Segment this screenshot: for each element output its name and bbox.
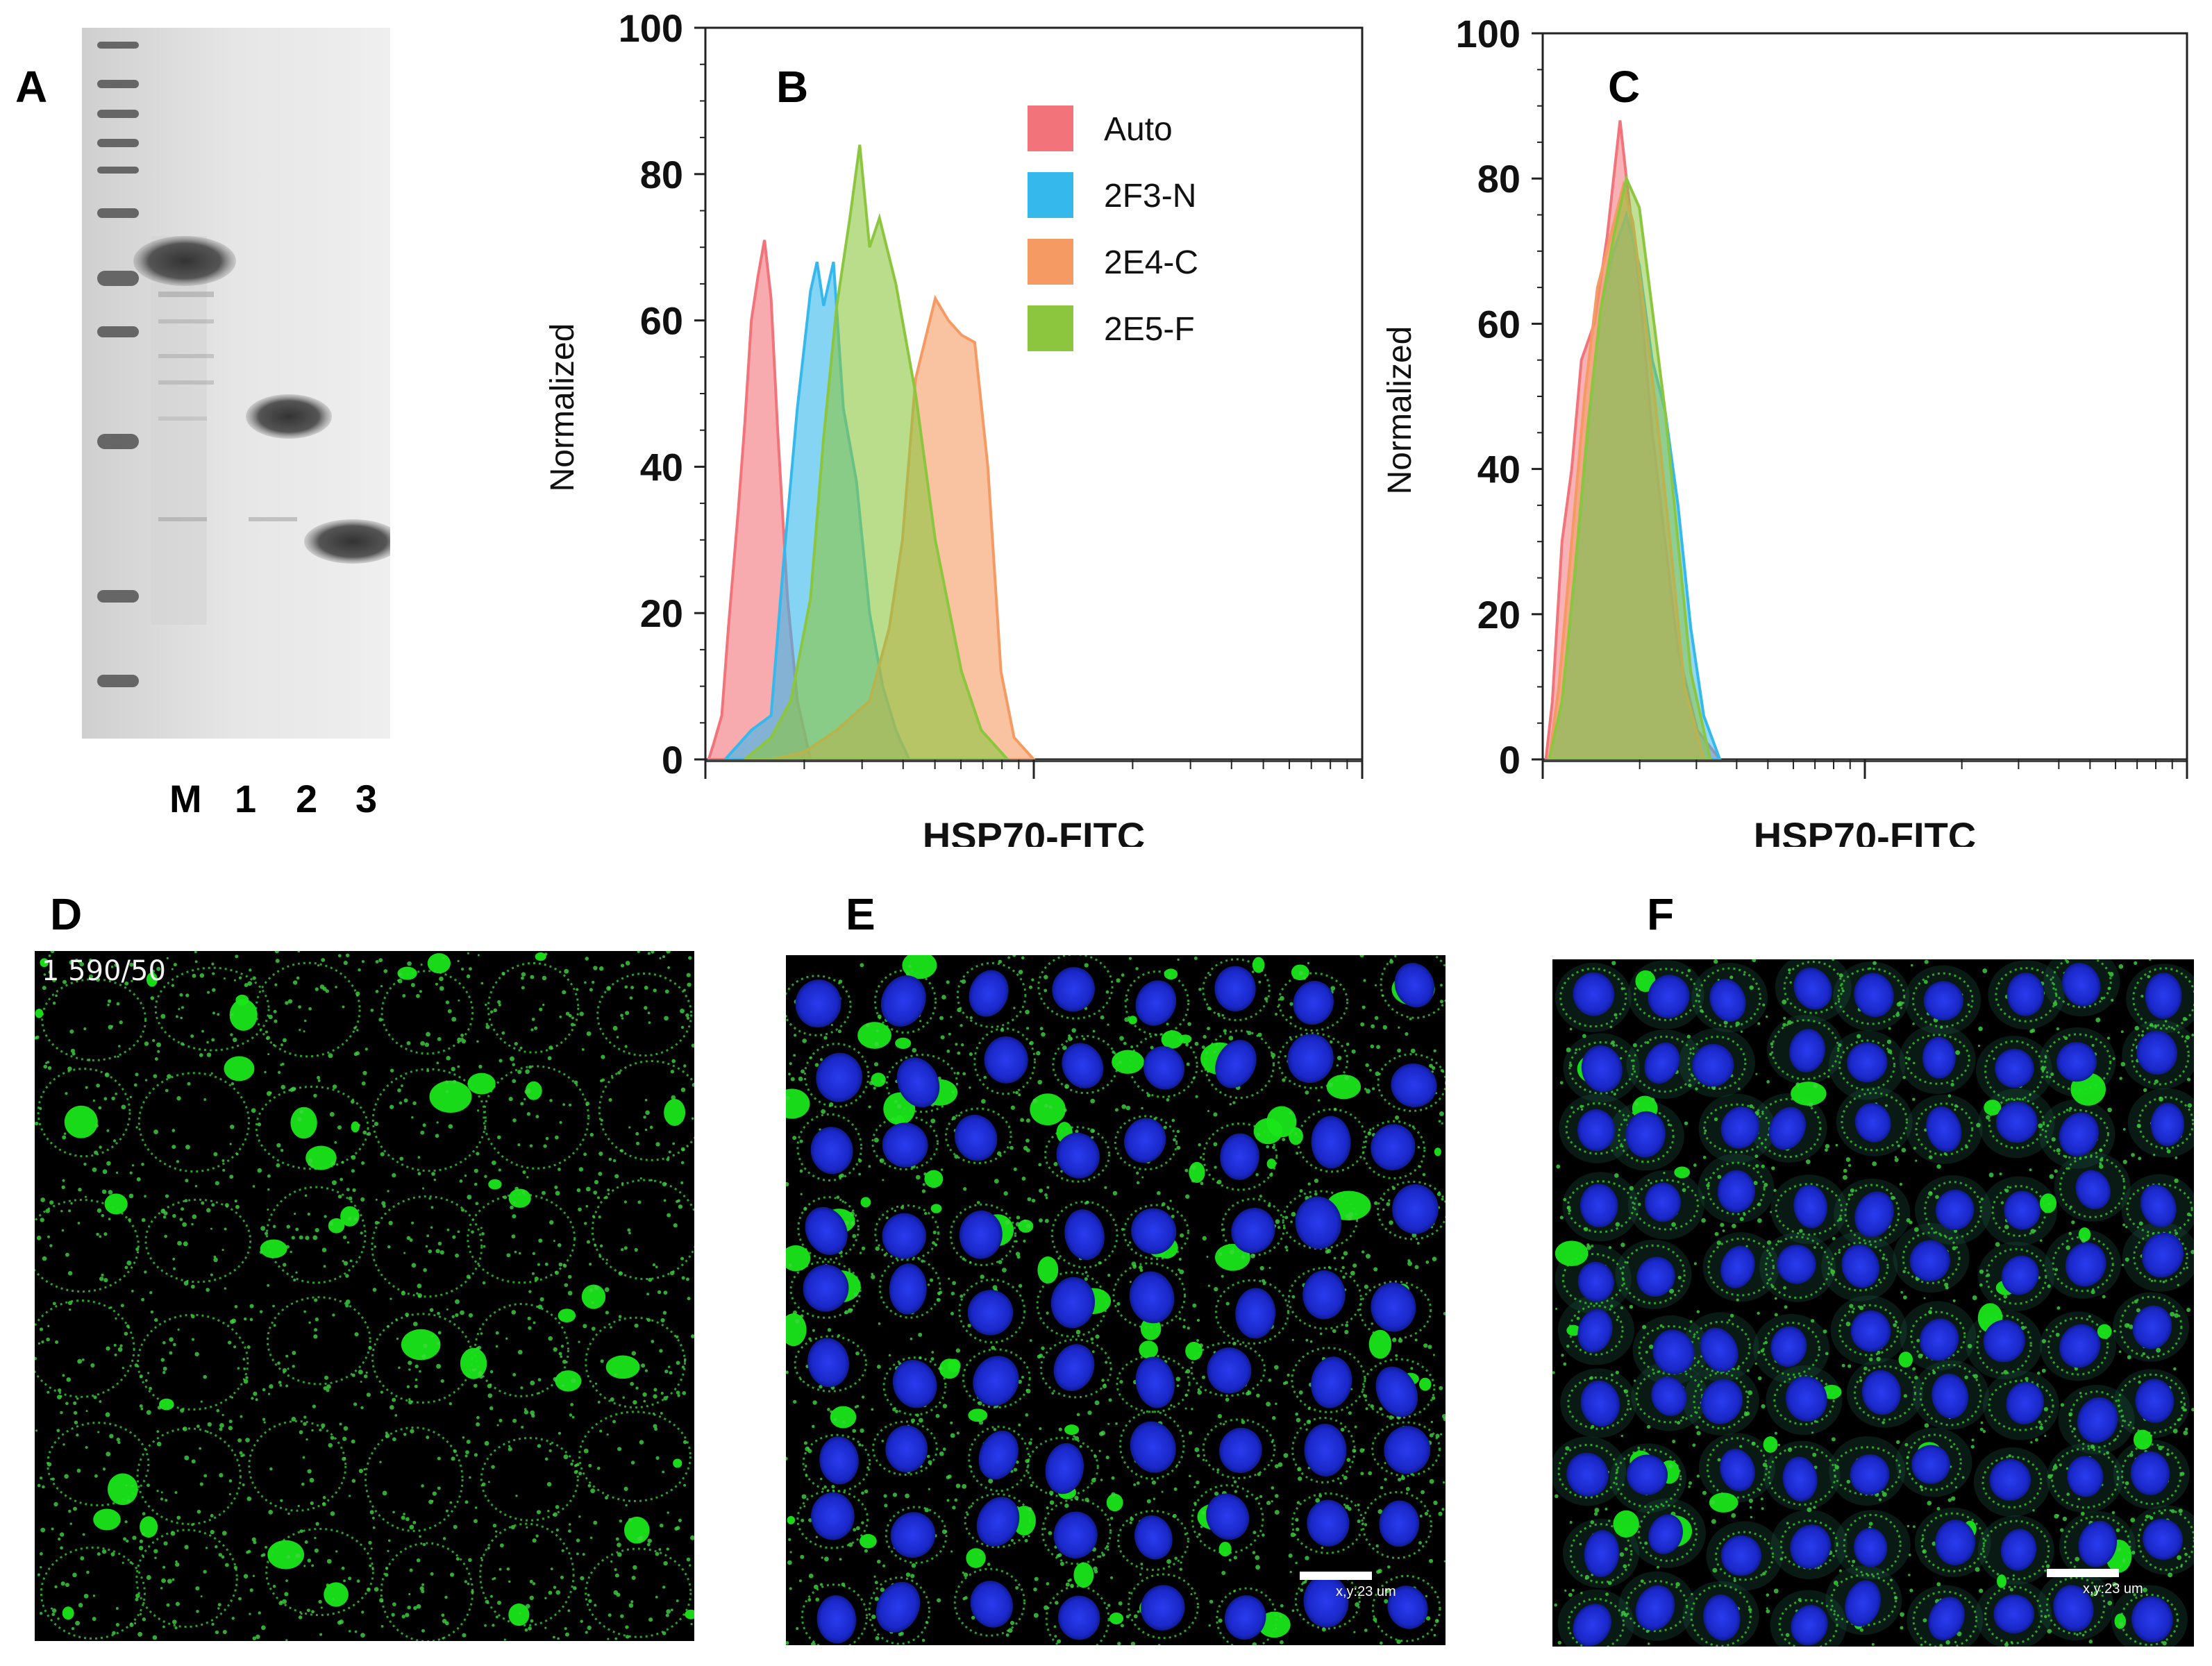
y-axis-label: Normalized [544,323,581,492]
y-tick-label: 100 [619,14,683,50]
y-axis-label: Normalized [1382,326,1418,495]
micrograph-d: 1 590/50 [35,951,694,1641]
chart-c: 0 20 40 60 80 100 HSP70-FITC Normalized [1375,12,2208,858]
y-tick-label: 40 [640,445,683,489]
lane-label-2: 2 [296,777,318,821]
panel-letter-f: F [1647,889,1675,939]
y-tick-label: 40 [1477,448,1520,491]
series-2e5-f-area [1548,174,1712,761]
micrograph-e: x,y:23 um [786,955,1446,1645]
y-tick-label: 80 [1477,157,1520,201]
marker-bands [97,42,139,687]
panel-letter-e: E [846,889,875,939]
scale-bar-f-label: x,y:23 um [2083,1581,2143,1597]
panel-letter-b: B [776,62,809,112]
y-tick-label: 20 [640,591,683,635]
y-tick-label: 20 [1477,593,1520,637]
y-tick-label: 100 [1456,14,1520,56]
legend-swatch-2f3-n [1028,172,1073,218]
legend-label-2f3-n: 2F3-N [1104,178,1196,214]
panel-letter-d: D [50,889,83,939]
y-tick-label: 80 [640,153,683,196]
micrograph-d-overlay-text: 1 590/50 [42,955,166,987]
micrograph-f: x,y:23 um [1552,959,2194,1647]
panel-letter-c: C [1608,62,1641,112]
y-tick-label: 60 [1477,302,1520,346]
legend-label-auto: Auto [1104,111,1173,148]
x-axis-label: HSP70-FITC [1754,814,1977,847]
series-2e5-f-area [744,144,1011,761]
legend-swatch-2e5-f [1028,305,1073,351]
gel-image [82,28,401,739]
legend-label-2e4-c: 2E4-C [1104,244,1198,281]
histogram-c: 0 20 40 60 80 100 HSP70-FITC Normalized [1382,12,2188,858]
histogram-b: 0 20 40 60 80 100 HSP70-FITC Normalized Auto 2F3-… [544,6,1364,858]
scale-bar-e-label: x,y:23 um [1336,1584,1396,1599]
y-tick-label: 0 [1499,738,1520,782]
lane-label-m: M [169,777,202,821]
y-tick-label: 0 [662,738,683,782]
legend-swatch-2e4-c [1028,239,1073,285]
lane-label-3: 3 [355,777,378,821]
y-tick-label: 60 [640,299,683,343]
scale-bar-e [1300,1572,1372,1580]
scale-bar-f [2047,1569,2119,1577]
legend-label-2e5-f: 2E5-F [1104,311,1195,348]
chart-b: 0 20 40 60 80 100 HSP70-FITC Normalized Auto 2F3-… [528,6,1375,858]
panel-letter-a: A [15,62,48,112]
legend-swatch-auto [1028,106,1073,151]
lane-label-1: 1 [235,777,257,821]
x-axis-label: HSP70-FITC [923,814,1146,847]
